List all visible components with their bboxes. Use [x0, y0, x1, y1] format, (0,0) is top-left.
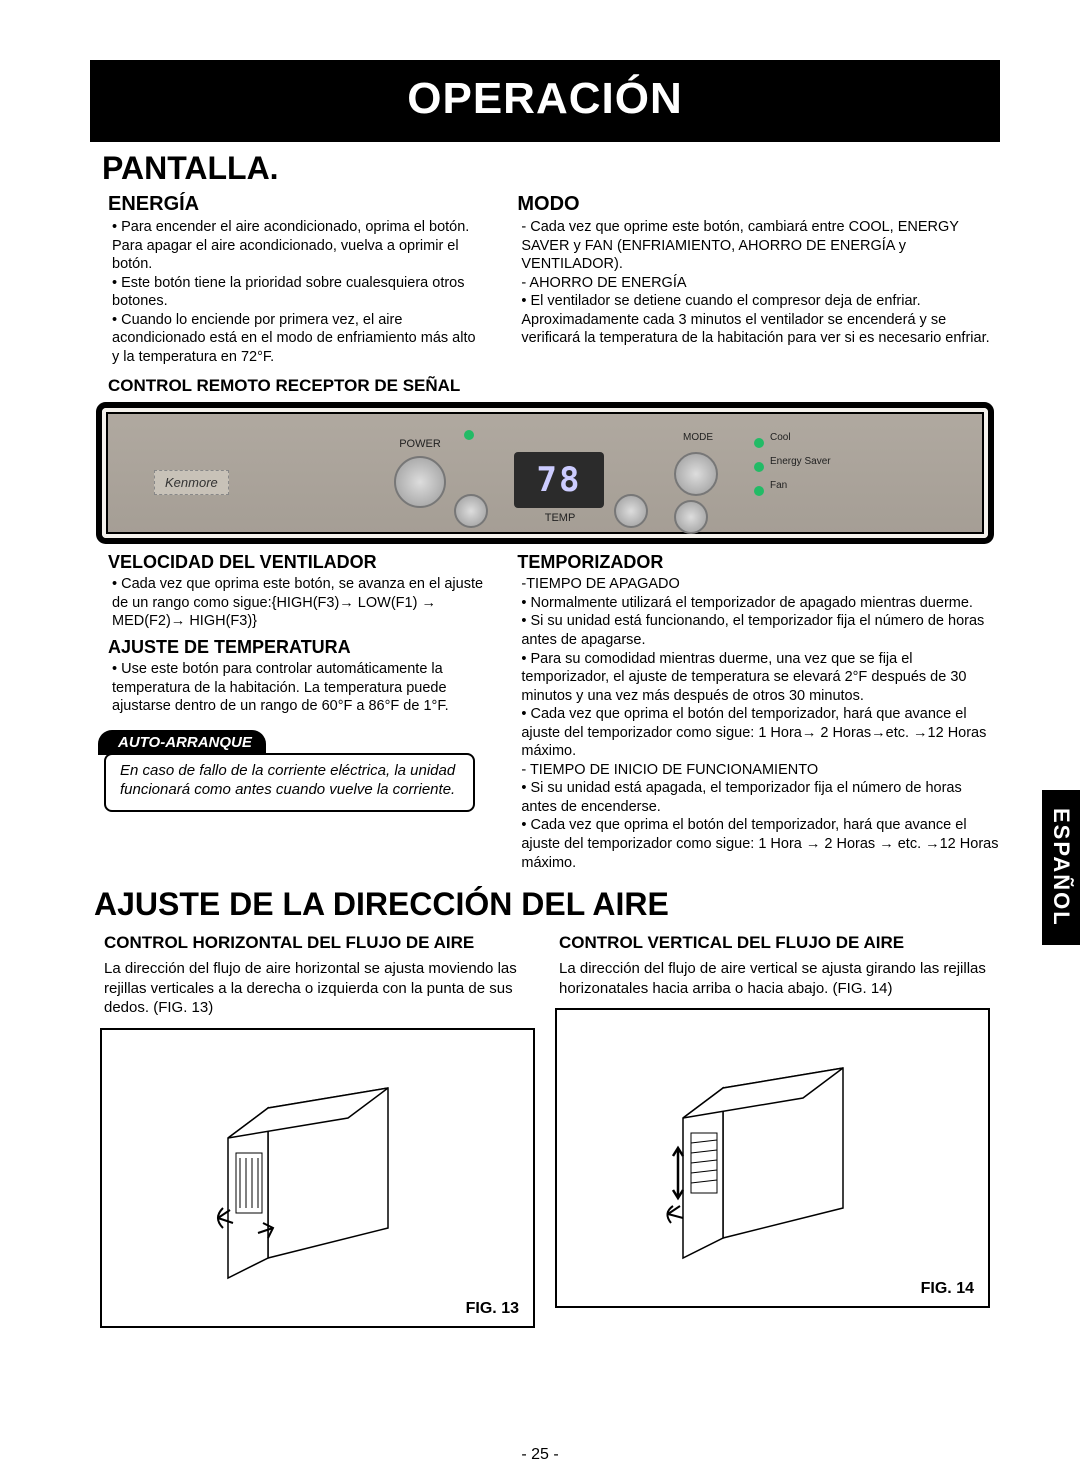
temp-down-graphic	[454, 494, 488, 528]
mode-label: MODE	[668, 432, 728, 443]
modo-heading: MODO	[517, 193, 1000, 216]
receptor-heading: CONTROL REMOTO RECEPTOR DE SEÑAL	[108, 376, 483, 396]
fig13-label: FIG. 13	[466, 1300, 519, 1318]
auto-body: En caso de fallo de la corriente eléctri…	[104, 753, 475, 812]
figure-13: FIG. 13	[100, 1028, 535, 1328]
ac-unit-icon	[208, 1068, 428, 1288]
temp-display: 78	[514, 452, 604, 508]
indicator-dot	[754, 486, 764, 496]
temp-label: TEMP	[530, 512, 590, 524]
temporizador-list2: Si su unidad está apagada, el temporizad…	[521, 779, 1000, 872]
heading-text: VELOCIDAD DEL VENTILADOR	[108, 552, 377, 572]
horiz-body: La dirección del flujo de aire horizonta…	[104, 959, 531, 1018]
list-item: Normalmente utilizará el temporizador de…	[521, 594, 1000, 613]
power-label: POWER	[390, 438, 450, 450]
indicator-dot	[754, 438, 764, 448]
list-item: Cuando lo enciende por primera vez, el a…	[112, 311, 483, 367]
list-item: Para encender el aire acondicionado, opr…	[112, 218, 483, 274]
list-item: Este botón tiene la prioridad sobre cual…	[112, 274, 483, 311]
language-tab: ESPAÑOL	[1042, 790, 1080, 945]
esaver-label: Energy Saver	[770, 456, 860, 467]
velocidad-heading: VELOCIDAD DEL VENTILADOR	[108, 552, 483, 573]
list-item: Cada vez que oprima este botón, se avanz…	[112, 575, 483, 631]
modo-sub: - AHORRO DE ENERGÍA	[521, 274, 1000, 293]
ajuste-temp-list: Use este botón para controlar automática…	[112, 660, 483, 716]
temporizador-sub2: - TIEMPO DE INICIO DE FUNCIONAMIENTO	[521, 761, 1000, 780]
modo-lead: - Cada vez que oprime este botón, cambia…	[521, 218, 1000, 274]
energia-heading: ENERGÍA	[108, 193, 483, 216]
ajuste-temp-heading: AJUSTE DE TEMPERATURA	[108, 637, 483, 658]
ac-unit-icon	[663, 1048, 883, 1268]
temporizador-sub1: -TIEMPO DE APAGADO	[521, 575, 1000, 594]
timer-button-graphic	[674, 500, 708, 534]
list-item: Cada vez que oprima el botón del tempori…	[521, 816, 1000, 872]
indicator-dot	[754, 462, 764, 472]
list-item: Use este botón para controlar automática…	[112, 660, 483, 716]
page-title: OPERACIÓN	[90, 60, 1000, 142]
fig14-label: FIG. 14	[921, 1280, 974, 1298]
auto-arranque-box: AUTO-ARRANQUE En caso de fallo de la cor…	[104, 730, 475, 812]
fan-label: Fan	[770, 480, 860, 491]
figure-14: FIG. 14	[555, 1008, 990, 1308]
list-item: Para su comodidad mientras duerme, una v…	[521, 650, 1000, 706]
list-item: Si su unidad está apagada, el temporizad…	[521, 779, 1000, 816]
vert-body: La dirección del flujo de aire vertical …	[559, 959, 986, 998]
list-item: Si su unidad está funcionando, el tempor…	[521, 612, 1000, 649]
brand-label: Kenmore	[154, 470, 229, 495]
power-button-graphic	[394, 456, 446, 508]
velocidad-list: Cada vez que oprima este botón, se avanz…	[112, 575, 483, 631]
energia-list: Para encender el aire acondicionado, opr…	[112, 218, 483, 366]
modo-list: El ventilador se detiene cuando el compr…	[521, 292, 1000, 348]
section-pantalla: PANTALLA.	[102, 150, 1000, 187]
horiz-heading: CONTROL HORIZONTAL DEL FLUJO DE AIRE	[104, 933, 535, 953]
page-number: - 25 -	[0, 1446, 1080, 1464]
temporizador-heading: TEMPORIZADOR	[517, 552, 1000, 573]
indicator-dot	[464, 430, 474, 440]
control-panel-figure: Kenmore POWER 78 TEMP MODE Cool Energy S…	[102, 408, 988, 538]
mode-button-graphic	[674, 452, 718, 496]
auto-tab: AUTO-ARRANQUE	[98, 730, 266, 755]
temporizador-list1: Normalmente utilizará el temporizador de…	[521, 594, 1000, 761]
cool-label: Cool	[770, 432, 860, 443]
list-item: Cada vez que oprima el botón del tempori…	[521, 705, 1000, 761]
section-aire: AJUSTE DE LA DIRECCIÓN DEL AIRE	[94, 886, 1000, 923]
list-item: El ventilador se detiene cuando el compr…	[521, 292, 1000, 348]
temp-up-graphic	[614, 494, 648, 528]
vert-heading: CONTROL VERTICAL DEL FLUJO DE AIRE	[559, 933, 990, 953]
